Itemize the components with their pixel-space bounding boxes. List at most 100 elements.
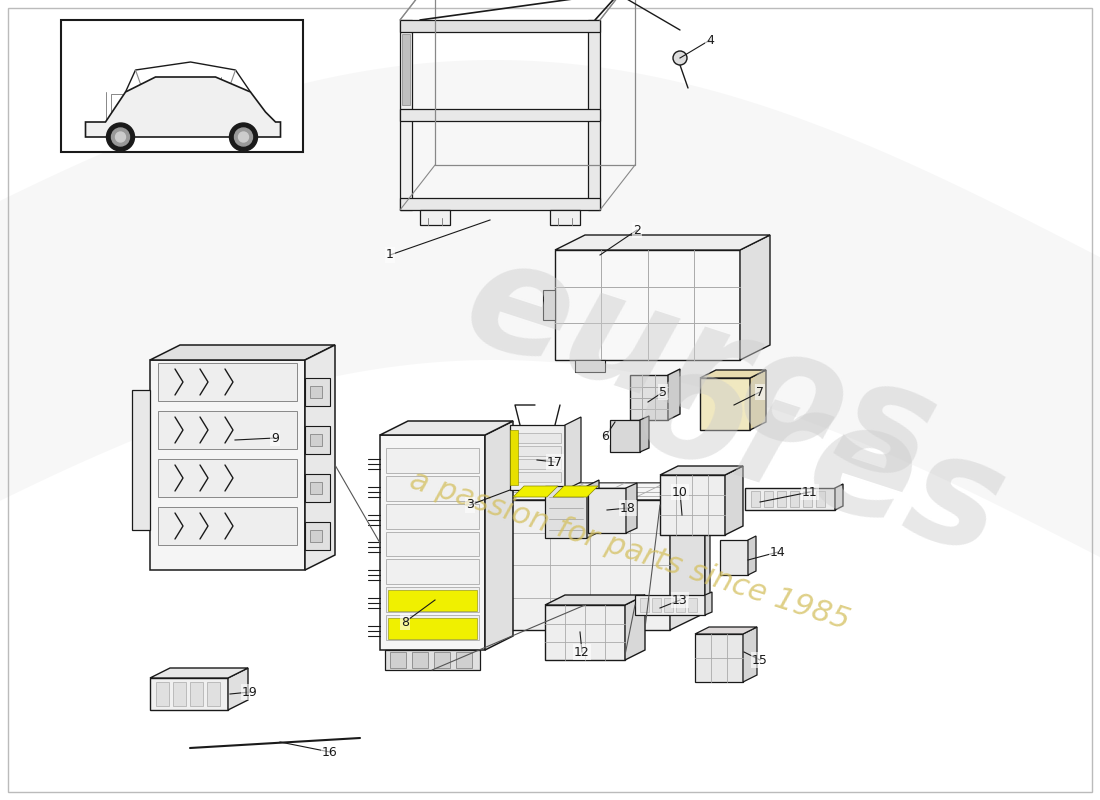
Bar — [156, 682, 169, 706]
Polygon shape — [742, 627, 757, 682]
Polygon shape — [544, 486, 587, 538]
Polygon shape — [379, 435, 485, 650]
Polygon shape — [228, 668, 248, 710]
Polygon shape — [705, 592, 712, 615]
Polygon shape — [556, 235, 770, 250]
Polygon shape — [745, 488, 835, 510]
Polygon shape — [670, 483, 705, 630]
Bar — [434, 652, 450, 668]
Polygon shape — [748, 536, 756, 575]
Bar — [388, 618, 477, 639]
Polygon shape — [700, 370, 766, 378]
Circle shape — [111, 128, 130, 146]
Polygon shape — [626, 483, 637, 533]
Text: 16: 16 — [322, 746, 338, 758]
Bar — [310, 530, 322, 542]
Bar — [390, 652, 406, 668]
Polygon shape — [305, 474, 330, 502]
Polygon shape — [305, 345, 336, 570]
Polygon shape — [575, 360, 605, 372]
Bar — [777, 491, 786, 507]
Polygon shape — [150, 345, 336, 360]
Bar — [386, 587, 478, 612]
Bar — [158, 459, 297, 497]
Polygon shape — [587, 480, 600, 538]
Bar — [386, 476, 478, 501]
Polygon shape — [86, 77, 280, 137]
Polygon shape — [750, 370, 766, 430]
Polygon shape — [430, 483, 705, 500]
Polygon shape — [740, 235, 770, 360]
Bar — [158, 411, 297, 449]
Polygon shape — [705, 468, 710, 613]
Polygon shape — [695, 627, 757, 634]
Bar — [60, 20, 302, 152]
Bar — [664, 598, 673, 612]
Polygon shape — [660, 475, 725, 535]
Polygon shape — [625, 595, 645, 660]
Polygon shape — [150, 360, 305, 570]
Polygon shape — [305, 378, 330, 406]
Bar — [640, 598, 649, 612]
Text: 7: 7 — [756, 386, 764, 398]
Text: 9: 9 — [271, 431, 279, 445]
Bar — [190, 682, 204, 706]
Bar — [310, 386, 322, 398]
Bar — [514, 433, 561, 443]
Text: a passion for parts since 1985: a passion for parts since 1985 — [406, 465, 854, 635]
Polygon shape — [660, 466, 743, 475]
Bar — [456, 652, 472, 668]
Polygon shape — [610, 420, 640, 452]
Text: euros: euros — [447, 225, 953, 515]
Bar — [816, 491, 825, 507]
Polygon shape — [150, 678, 228, 710]
Polygon shape — [513, 486, 558, 497]
Text: 14: 14 — [770, 546, 785, 558]
Polygon shape — [553, 486, 598, 497]
Bar — [173, 682, 186, 706]
Bar — [514, 459, 561, 469]
Text: 11: 11 — [802, 486, 818, 498]
Polygon shape — [379, 421, 513, 435]
Bar — [514, 472, 561, 482]
Circle shape — [234, 128, 253, 146]
Bar — [803, 491, 812, 507]
Polygon shape — [565, 417, 581, 490]
Polygon shape — [402, 34, 410, 105]
Polygon shape — [725, 466, 742, 535]
Text: 4: 4 — [706, 34, 714, 46]
Polygon shape — [544, 595, 645, 605]
Polygon shape — [510, 425, 565, 490]
Text: 13: 13 — [672, 594, 688, 606]
Polygon shape — [550, 210, 580, 225]
Polygon shape — [588, 488, 626, 533]
Polygon shape — [835, 484, 843, 510]
Bar — [386, 448, 478, 473]
Bar — [207, 682, 220, 706]
Polygon shape — [588, 20, 600, 210]
Circle shape — [239, 132, 249, 142]
Bar — [158, 507, 297, 545]
Text: 17: 17 — [547, 455, 563, 469]
Bar — [386, 504, 478, 529]
Text: 1: 1 — [386, 249, 394, 262]
Polygon shape — [150, 668, 248, 678]
Bar — [386, 531, 478, 557]
Polygon shape — [420, 210, 450, 225]
Bar — [386, 615, 478, 640]
Polygon shape — [668, 369, 680, 420]
Polygon shape — [635, 595, 705, 615]
Polygon shape — [640, 416, 649, 452]
Polygon shape — [400, 20, 600, 32]
Polygon shape — [544, 605, 625, 660]
Bar — [688, 598, 697, 612]
Text: 5: 5 — [659, 386, 667, 398]
Bar — [310, 482, 322, 494]
Bar — [751, 491, 760, 507]
Polygon shape — [510, 430, 518, 485]
Polygon shape — [385, 650, 480, 670]
Text: 18: 18 — [620, 502, 636, 514]
Text: 3: 3 — [466, 498, 474, 511]
Bar — [412, 652, 428, 668]
Bar — [652, 598, 661, 612]
